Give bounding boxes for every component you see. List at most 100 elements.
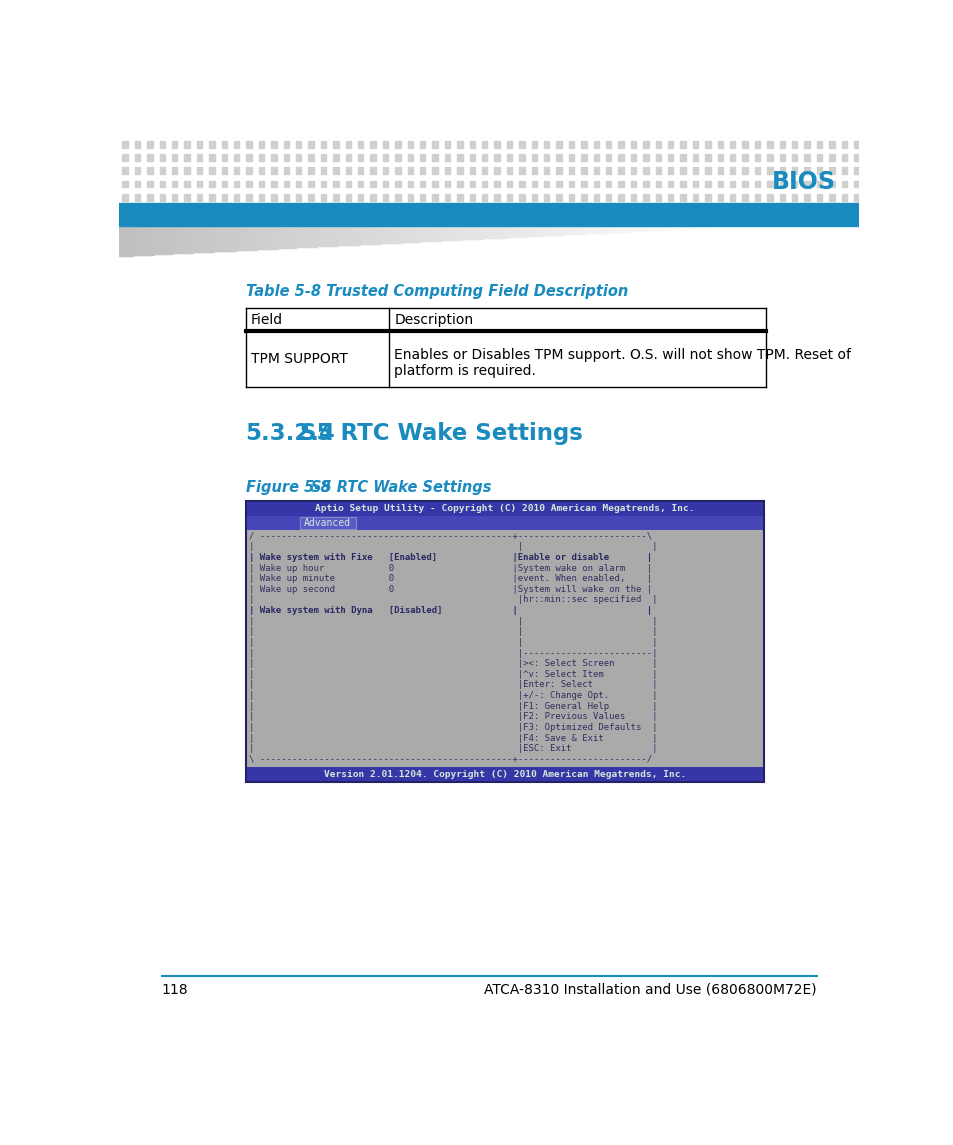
Bar [456,181,462,188]
Bar [433,227,437,240]
Bar [803,155,809,161]
Bar [506,194,512,200]
Bar [531,194,537,200]
Bar [518,141,524,148]
Bar [283,181,289,188]
Bar [349,227,354,245]
Text: platform is required.: platform is required. [394,364,536,378]
Bar [655,141,660,148]
Bar [766,155,772,161]
Bar [324,227,329,246]
Bar [531,167,537,174]
Bar [308,141,314,148]
Bar [184,155,190,161]
Bar [196,155,202,161]
Bar [608,227,613,232]
Bar [692,155,698,161]
Bar [134,181,140,188]
Bar [630,167,636,174]
Bar [816,194,821,200]
Bar [159,194,165,200]
Bar [779,141,784,148]
Text: \ -----------------------------------------------+------------------------/: \ --------------------------------------… [249,755,652,764]
Bar [357,227,362,244]
Text: TPM SUPPORT: TPM SUPPORT [251,353,348,366]
Bar [419,141,425,148]
Bar [310,227,314,247]
Bar [803,194,809,200]
Bar [245,530,763,767]
Bar [246,227,251,250]
Bar [385,227,390,243]
Text: |                                                 |                        |: | | | [249,617,658,625]
Bar [395,141,400,148]
Bar [134,141,140,148]
Bar [502,227,507,237]
Bar [717,141,722,148]
Bar [315,227,320,246]
Bar [150,227,153,254]
Bar [779,194,784,200]
Bar [581,227,586,234]
Bar [584,227,589,234]
Bar [119,227,124,256]
Text: |                                                 |F3: Optimized Defaults  |: | |F3: Optimized Defaults | [249,722,658,732]
Bar [382,167,388,174]
Bar [481,227,486,238]
Bar [878,155,883,161]
Bar [494,181,499,188]
Bar [469,141,475,148]
Bar [605,167,611,174]
Bar [580,141,586,148]
Bar [140,227,145,255]
Bar [667,167,673,174]
Bar [271,194,276,200]
Bar [370,155,375,161]
Bar [878,194,883,200]
Bar [556,194,561,200]
Bar [469,167,475,174]
Bar [580,155,586,161]
Bar [779,167,784,174]
Bar [841,181,846,188]
Bar [679,141,685,148]
Bar [258,167,264,174]
Text: |                                                 |+/-: Change Opt.        |: | |+/-: Change Opt. | [249,692,658,700]
Bar [295,141,301,148]
Text: |                                                 |F1: General Help        |: | |F1: General Help | [249,702,658,711]
Bar [444,141,450,148]
Bar [357,194,363,200]
Bar [816,181,821,188]
Bar [225,227,230,251]
Bar [318,227,323,246]
Bar [299,518,355,529]
Bar [602,227,607,232]
Bar [692,194,698,200]
Bar [494,167,499,174]
Bar [665,227,670,229]
Bar [655,155,660,161]
Bar [342,227,347,245]
Bar [424,227,429,242]
Bar [320,141,326,148]
Bar [520,227,525,237]
Bar [692,141,698,148]
Text: |                                                 |><: Select Screen       |: | |><: Select Screen | [249,660,658,669]
Bar [626,227,631,231]
Bar [196,194,202,200]
Bar [373,227,377,244]
Bar [375,227,380,244]
Bar [345,155,351,161]
Text: |                                                 |Enter: Select           |: | |Enter: Select | [249,680,658,689]
Text: Table 5-8 Trusted Computing Field Description: Table 5-8 Trusted Computing Field Descri… [245,284,627,299]
Bar [853,181,859,188]
Bar [675,227,679,229]
Bar [611,227,616,232]
Bar [173,227,178,253]
Bar [442,227,447,240]
Bar [168,227,172,254]
Bar [333,181,338,188]
Bar [556,141,561,148]
Text: |                                                 |^v: Select Item         |: | |^v: Select Item | [249,670,658,679]
Text: Aptio Setup Utility - Copyright (C) 2010 American Megatrends, Inc.: Aptio Setup Utility - Copyright (C) 2010… [314,504,694,513]
